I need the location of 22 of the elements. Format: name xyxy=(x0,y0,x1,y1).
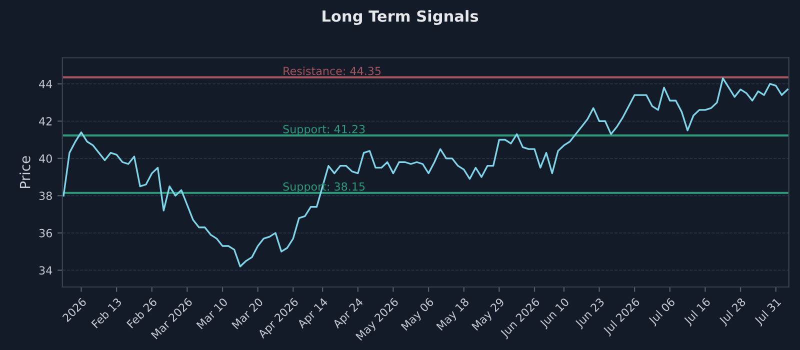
line-series xyxy=(62,77,788,268)
x-tick-label: Mar 20 xyxy=(231,297,264,330)
ref-line-label: Support: 41.23 xyxy=(283,124,365,136)
x-tick-label: Jul 16 xyxy=(682,297,712,327)
y-tick-label: 34 xyxy=(39,266,52,275)
y-tick-label: 40 xyxy=(39,154,52,163)
x-tick-label: Jul 28 xyxy=(718,297,748,327)
y-tick-label: 42 xyxy=(39,117,52,126)
x-tick-label: Apr 24 xyxy=(332,297,366,330)
x-tick-label: Feb 26 xyxy=(126,297,158,328)
x-tick-label: Jun 10 xyxy=(538,297,571,330)
x-tick-label: Apr 14 xyxy=(296,297,330,330)
ref-line-label: Resistance: 44.35 xyxy=(284,66,381,76)
y-tick-label: 38 xyxy=(39,192,52,200)
y-axis-title: Price xyxy=(20,156,30,188)
y-tick-label: 36 xyxy=(39,228,52,238)
chart-title: Long Term Signals xyxy=(322,10,478,25)
x-tick-label: Jul 06 xyxy=(648,297,677,327)
y-tick-label: 44 xyxy=(39,80,52,88)
x-tick-label: Mar 10 xyxy=(196,297,228,330)
x-tick-label: Jul 31 xyxy=(753,297,783,327)
x-tick-label: Feb 13 xyxy=(90,297,122,328)
